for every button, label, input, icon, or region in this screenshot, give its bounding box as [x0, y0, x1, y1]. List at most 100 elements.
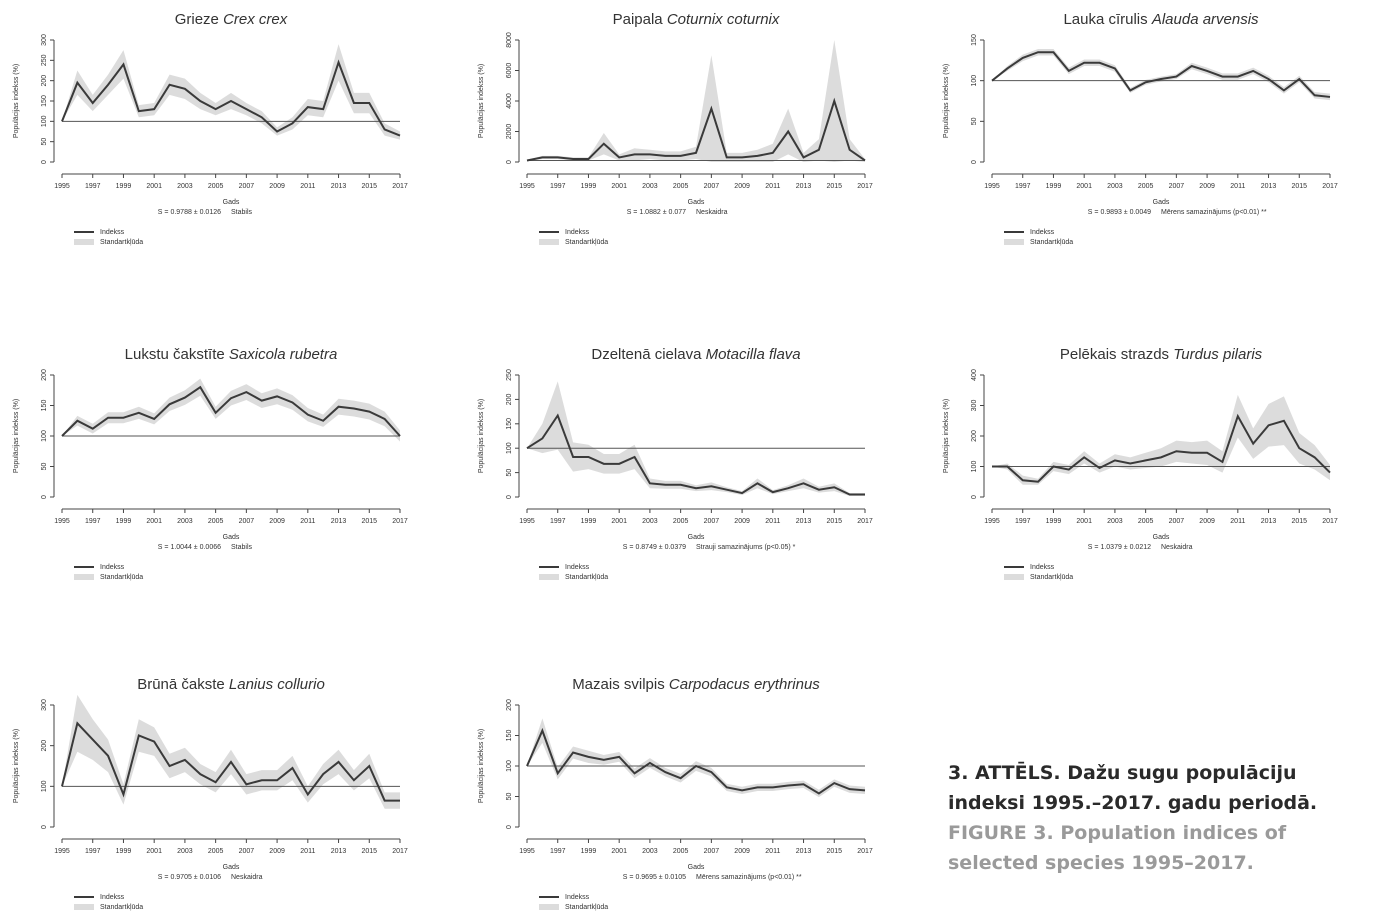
x-tick-label: 2015	[361, 848, 377, 855]
index-line	[526, 97, 866, 162]
legend-label: Indekss	[100, 894, 125, 901]
y-axis-label: Populācijas indekss (%)	[478, 729, 485, 803]
index-line	[526, 413, 865, 496]
x-tick-label: 2009	[1199, 183, 1215, 190]
x-tick-label: 2009	[734, 183, 750, 190]
x-tick-label: 2017	[392, 183, 408, 190]
title-text: Dzeltenā cielava	[591, 346, 702, 363]
x-tick-label: 1997	[85, 518, 101, 525]
y-tick-label: 8000	[506, 32, 513, 48]
x-tick-label: 1997	[550, 848, 566, 855]
y-tick-label: 50	[506, 469, 513, 477]
y-tick-label: 100	[41, 430, 48, 442]
y-tick-label: 400	[971, 369, 978, 381]
error-band	[527, 718, 865, 798]
y-tick-label: 50	[41, 138, 48, 146]
x-axis-label: Gads	[688, 199, 705, 206]
x-axis-label: Gads	[223, 534, 240, 541]
x-tick-label: 2013	[796, 183, 812, 190]
legend-label: Indekss	[1030, 229, 1055, 236]
x-tick-label: 1995	[519, 848, 535, 855]
x-tick-label: 2013	[1261, 183, 1277, 190]
legend-label: Standartkļūda	[100, 239, 143, 246]
x-tick-label: 2005	[208, 518, 224, 525]
x-tick-label: 1999	[116, 518, 132, 525]
legend-swatch-band	[539, 574, 559, 580]
y-tick-label: 200	[506, 699, 513, 711]
trend: Mērens samazinājums (p<0.01) **	[1161, 209, 1267, 216]
y-tick-label: 200	[506, 393, 513, 405]
trend: Neskaidra	[696, 209, 728, 216]
title-species: Lanius collurio	[229, 676, 325, 693]
y-tick-label: 300	[41, 699, 48, 711]
y-tick-label: 100	[41, 115, 48, 127]
chart-panel: Dzeltenā cielava Motacilla flava Populāci…	[478, 346, 873, 581]
x-tick-label: 2017	[1322, 183, 1338, 190]
x-tick-label: 2001	[611, 848, 627, 855]
x-tick-label: 2009	[734, 518, 750, 525]
x-tick-label: 2001	[1076, 183, 1092, 190]
index-line	[61, 59, 401, 137]
x-tick-label: 2005	[1138, 518, 1154, 525]
error-band	[62, 44, 400, 140]
stat: S = 1.0882 ± 0.077	[627, 209, 686, 216]
x-tick-label: 2007	[1169, 183, 1185, 190]
title-species: Coturnix coturnix	[667, 11, 780, 28]
trend: Mērens samazinājums (p<0.01) **	[696, 874, 802, 881]
title-text: Lukstu čakstīte	[125, 346, 225, 363]
legend-label: Standartkļūda	[565, 904, 608, 911]
x-tick-label: 2011	[1230, 183, 1245, 190]
x-tick-label: 2015	[361, 183, 377, 190]
legend-swatch-band	[74, 239, 94, 245]
y-tick-label: 0	[506, 160, 513, 164]
y-tick-label: 50	[41, 463, 48, 471]
y-axis-label: Populācijas indekss (%)	[478, 399, 485, 473]
x-tick-label: 2001	[146, 518, 162, 525]
legend-label: Standartkļūda	[100, 904, 143, 911]
index-line	[61, 385, 401, 437]
chart-title: Brūnā čakste Lanius collurio	[137, 676, 325, 693]
x-tick-label: 2013	[331, 848, 347, 855]
x-tick-label: 2011	[765, 183, 780, 190]
legend-swatch-band	[1004, 239, 1024, 245]
y-tick-label: 100	[506, 760, 513, 772]
chart-panel: Grieze Crex crex Populācijas indekss (%) 0…	[13, 11, 408, 246]
y-axis-label: Populācijas indekss (%)	[13, 64, 20, 138]
x-tick-label: 2017	[392, 518, 408, 525]
chart-panel: Lukstu čakstīte Saxicola rubetra Populāci…	[13, 346, 408, 581]
x-tick-label: 2009	[734, 848, 750, 855]
x-tick-label: 2017	[857, 518, 873, 525]
title-text: Grieze	[175, 11, 219, 28]
x-tick-label: 1997	[1015, 518, 1031, 525]
x-tick-label: 2011	[300, 518, 315, 525]
y-tick-label: 150	[506, 418, 513, 430]
title-text: Paipala	[613, 11, 664, 28]
x-tick-label: 2007	[704, 183, 720, 190]
error-band	[992, 48, 1330, 101]
chart-title: Mazais svilpis Carpodacus erythrinus	[572, 676, 820, 693]
x-tick-label: 1999	[581, 183, 597, 190]
legend-swatch-band	[74, 904, 94, 910]
x-axis-label: Gads	[223, 199, 240, 206]
legend-label: Standartkļūda	[100, 574, 143, 581]
x-tick-label: 2017	[857, 848, 873, 855]
x-tick-label: 1999	[116, 183, 132, 190]
x-tick-label: 2013	[331, 183, 347, 190]
x-tick-label: 2005	[1138, 183, 1154, 190]
x-tick-label: 2009	[1199, 518, 1215, 525]
y-tick-label: 50	[506, 793, 513, 801]
x-tick-label: 1999	[1046, 518, 1062, 525]
x-tick-label: 2017	[857, 183, 873, 190]
x-tick-label: 2013	[796, 518, 812, 525]
title-text: Lauka cīrulis	[1063, 11, 1147, 28]
x-tick-label: 2007	[239, 183, 255, 190]
x-tick-label: 2001	[611, 183, 627, 190]
y-axis-label: Populācijas indekss (%)	[943, 64, 950, 138]
caption-lv: 3. ATTĒLS. Dažu sugu populāciju indeksi …	[948, 762, 1318, 814]
y-tick-label: 250	[41, 54, 48, 66]
x-tick-label: 2009	[269, 183, 285, 190]
y-tick-label: 200	[971, 430, 978, 442]
stat: S = 0.8749 ± 0.0379	[623, 544, 686, 551]
x-tick-label: 2015	[826, 183, 842, 190]
